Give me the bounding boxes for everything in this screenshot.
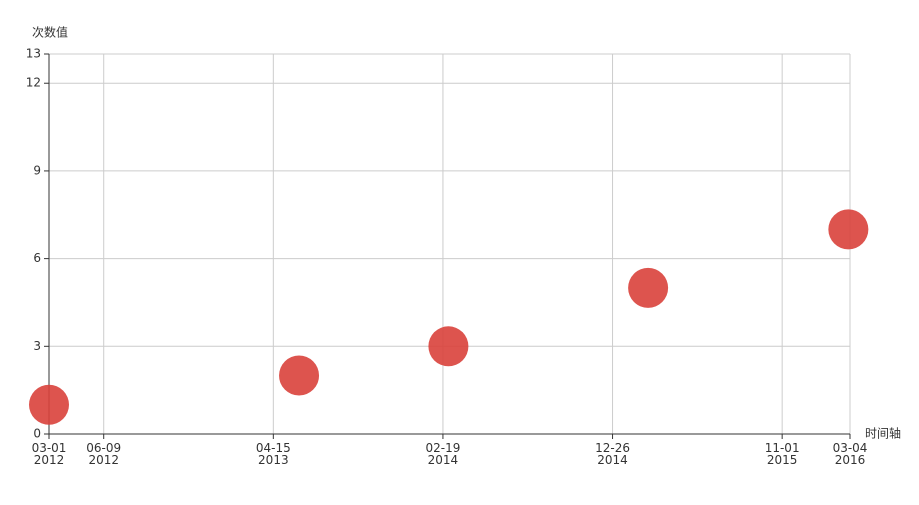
scatter-point (828, 209, 869, 250)
x-tick-label-line: 2014 (428, 453, 459, 467)
y-axis-name: 次数值 (32, 25, 68, 40)
x-tick-label-line: 11-01 (765, 441, 800, 455)
scatter-point (628, 267, 669, 308)
x-tick-label-line: 2014 (597, 453, 628, 467)
x-tick-label: 03-01 2012 (32, 441, 67, 467)
x-tick-label-line: 2012 (88, 453, 119, 467)
x-tick-label-line: 03-04 (833, 441, 868, 455)
x-tick-label: 02-19 2014 (425, 441, 460, 467)
y-tick-label: 13 (26, 47, 41, 61)
y-tick-label: 12 (26, 76, 41, 90)
x-axis-name: 时间轴 (865, 426, 901, 441)
x-tick-label-line: 2013 (258, 453, 289, 467)
x-tick-label: 12-26 2014 (595, 441, 630, 467)
scatter-point (279, 355, 320, 396)
y-tick-label: 0 (33, 427, 41, 441)
y-tick-label: 6 (33, 251, 41, 265)
x-tick-label: 03-04 2016 (833, 441, 868, 467)
x-tick-label-line: 12-26 (595, 441, 630, 455)
x-tick-label-line: 02-19 (425, 441, 460, 455)
scatter-point (29, 384, 69, 425)
x-tick-label: 06-09 2012 (86, 441, 121, 467)
y-tick-label: 3 (33, 339, 41, 353)
x-tick-label: 11-01 2015 (765, 441, 800, 467)
x-tick-label-line: 06-09 (86, 441, 121, 455)
x-tick-label-line: 03-01 (32, 441, 67, 455)
x-tick-label: 04-15 2013 (256, 441, 291, 467)
x-tick-label-line: 04-15 (256, 441, 291, 455)
y-tick-label: 9 (33, 163, 41, 177)
x-tick-label-line: 2012 (34, 453, 65, 467)
x-tick-label-line: 2016 (835, 453, 866, 467)
scatter-point (428, 326, 469, 367)
x-tick-label-line: 2015 (767, 453, 798, 467)
